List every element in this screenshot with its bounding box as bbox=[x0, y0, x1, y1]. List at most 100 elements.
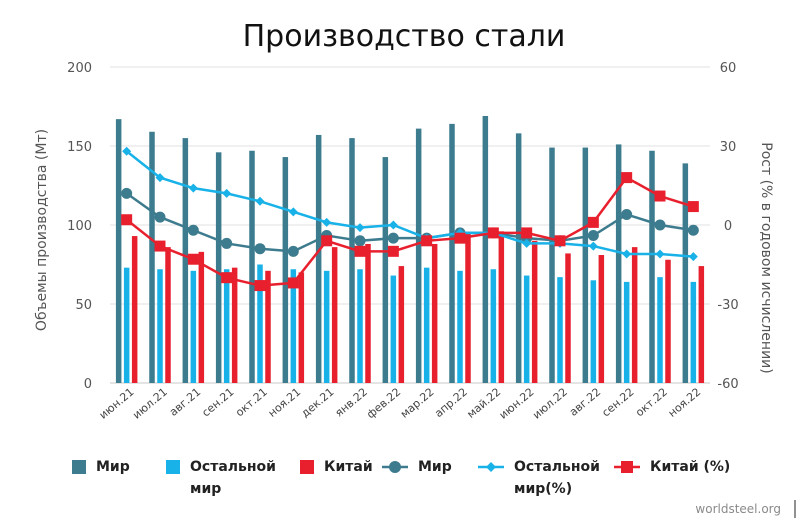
point-rest-of-world-growth bbox=[388, 220, 398, 230]
bar-world bbox=[649, 150, 655, 383]
bar-china bbox=[365, 243, 371, 383]
y2-tick-label: 30 bbox=[720, 140, 737, 155]
point-world-growth bbox=[621, 208, 633, 220]
bar-rest-of-world bbox=[457, 270, 463, 383]
legend-swatch bbox=[300, 460, 314, 474]
point-rest-of-world-growth bbox=[222, 188, 232, 198]
bar-rest-of-world bbox=[523, 275, 530, 383]
point-china-growth bbox=[121, 214, 133, 226]
bar-world bbox=[482, 115, 489, 383]
bar-china bbox=[498, 231, 505, 383]
point-world-growth bbox=[387, 232, 399, 244]
bar-world bbox=[515, 133, 522, 383]
legend-label: Китай (%) bbox=[650, 459, 730, 475]
line-series-0 bbox=[125, 192, 694, 253]
x-tick-label: сен.22 bbox=[600, 385, 637, 419]
legend-label: Остальной bbox=[190, 459, 276, 475]
bar-world bbox=[182, 138, 189, 383]
grid-lines bbox=[110, 66, 710, 384]
point-rest-of-world-growth bbox=[655, 249, 665, 259]
y-axis-label: Объемы производства (Мт) bbox=[34, 129, 50, 331]
point-china-growth bbox=[654, 190, 666, 202]
point-rest-of-world-growth bbox=[288, 207, 298, 217]
y-axis-right: -60 -30 0 30 60 bbox=[717, 61, 738, 392]
bar-china bbox=[665, 259, 671, 383]
point-world-growth bbox=[221, 237, 233, 249]
bar-china bbox=[565, 253, 571, 383]
legend-label-line2: мир bbox=[190, 481, 221, 497]
y-tick-label: 0 bbox=[84, 377, 92, 392]
x-tick-label: янв.22 bbox=[333, 385, 370, 419]
bar-china bbox=[131, 236, 138, 383]
line-series-1 bbox=[125, 150, 694, 258]
point-world-growth bbox=[287, 245, 299, 257]
x-tick-label: фев.22 bbox=[364, 385, 403, 421]
point-rest-of-world-growth bbox=[188, 183, 198, 193]
bar-rest-of-world bbox=[223, 269, 230, 383]
point-rest-of-world-growth bbox=[355, 223, 365, 233]
bar-china bbox=[598, 255, 605, 383]
legend-swatch bbox=[166, 460, 180, 474]
point-china-growth bbox=[421, 235, 433, 247]
bar-world bbox=[282, 157, 289, 383]
point-world-growth bbox=[187, 224, 199, 236]
bar-rest-of-world bbox=[257, 264, 263, 383]
x-tick-label: авг.22 bbox=[567, 385, 603, 418]
bar-world bbox=[382, 157, 389, 383]
legend-label: Китай bbox=[324, 459, 373, 475]
point-china-growth bbox=[254, 280, 266, 292]
point-china-growth bbox=[621, 172, 633, 184]
x-tick-label: июл.21 bbox=[130, 385, 170, 421]
bar-world bbox=[449, 123, 455, 383]
bar-world bbox=[615, 144, 622, 383]
bar-rest-of-world bbox=[590, 280, 597, 383]
bar-china bbox=[431, 243, 438, 383]
point-rest-of-world-growth bbox=[522, 238, 532, 248]
bar-rest-of-world bbox=[323, 270, 330, 383]
legend-marker bbox=[486, 462, 496, 472]
point-rest-of-world-growth bbox=[688, 252, 698, 262]
source-label: worldsteel.org bbox=[695, 502, 781, 516]
bar-china bbox=[698, 266, 705, 383]
point-china-growth bbox=[387, 245, 399, 257]
x-tick-label: дек.21 bbox=[299, 385, 337, 420]
y2-tick-label: 0 bbox=[724, 219, 732, 234]
point-china-growth bbox=[687, 201, 699, 213]
bar-china bbox=[165, 247, 171, 383]
legend: Мир Остальной мир Китай Мир Остальной мир(%) Ки… bbox=[72, 459, 730, 497]
x-tick-label: мар.22 bbox=[398, 385, 437, 420]
point-world-growth bbox=[121, 187, 133, 199]
point-china-growth bbox=[554, 235, 566, 247]
bar-world bbox=[249, 150, 255, 383]
legend-label-line2: мир(%) bbox=[514, 481, 572, 497]
y2-axis-label: Рост (% в годовом исчислении) bbox=[758, 142, 774, 373]
bar-china bbox=[265, 270, 271, 383]
line-series-2 bbox=[125, 175, 694, 287]
legend-label: Мир bbox=[418, 459, 452, 475]
x-tick-label: июн.21 bbox=[97, 385, 137, 421]
bar-china bbox=[198, 251, 205, 383]
bar-world bbox=[349, 138, 355, 383]
bar-rest-of-world bbox=[657, 277, 663, 383]
y2-tick-label: -30 bbox=[717, 298, 738, 313]
x-tick-label: май.22 bbox=[465, 385, 504, 420]
bar-rest-of-world bbox=[357, 269, 363, 383]
point-world-growth bbox=[654, 219, 666, 231]
bar-china bbox=[231, 267, 238, 383]
point-world-growth bbox=[154, 211, 166, 223]
legend-marker bbox=[389, 461, 401, 473]
x-tick-label: авг.21 bbox=[167, 385, 203, 418]
point-china-growth bbox=[487, 227, 499, 239]
bar-world bbox=[549, 147, 555, 383]
bar-world bbox=[582, 147, 589, 383]
x-axis-ticks: июн.21июл.21авг.21сен.21окт.21ноя.21дек.… bbox=[97, 385, 704, 421]
y-tick-label: 200 bbox=[67, 61, 92, 76]
bar-rest-of-world bbox=[157, 269, 163, 383]
y2-tick-label: -60 bbox=[717, 377, 738, 392]
point-china-growth bbox=[187, 253, 199, 265]
x-tick-label: июл.22 bbox=[530, 385, 570, 421]
bar-rest-of-world bbox=[423, 267, 430, 383]
bar-china bbox=[465, 232, 471, 383]
point-rest-of-world-growth bbox=[322, 217, 332, 227]
bar-rest-of-world bbox=[290, 269, 297, 383]
